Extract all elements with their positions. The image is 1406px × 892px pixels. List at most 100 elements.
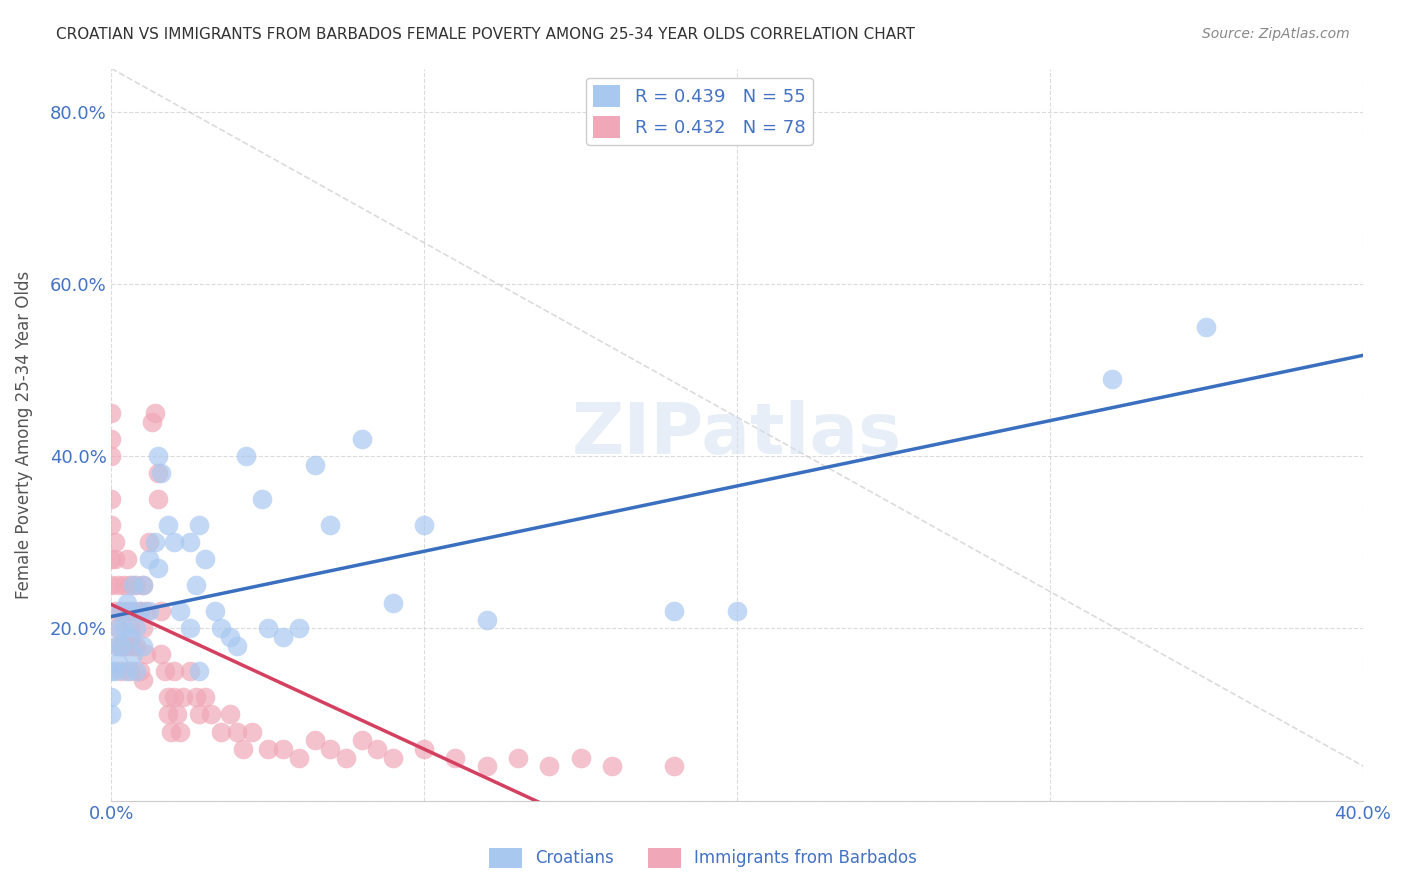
Point — [103, 604, 125, 618]
Point — [128, 604, 150, 618]
Point — [1195, 319, 1218, 334]
Point — [148, 492, 170, 507]
Y-axis label: Female Poverty Among 25-34 Year Olds: Female Poverty Among 25-34 Year Olds — [15, 270, 32, 599]
Point — [160, 724, 183, 739]
Point — [131, 621, 153, 635]
Point — [103, 535, 125, 549]
Point — [172, 690, 194, 705]
Point — [256, 621, 278, 635]
Legend: R = 0.439   N = 55, R = 0.432   N = 78: R = 0.439 N = 55, R = 0.432 N = 78 — [586, 78, 813, 145]
Point — [100, 707, 122, 722]
Point — [381, 750, 404, 764]
Point — [107, 621, 129, 635]
Point — [273, 742, 295, 756]
Point — [475, 759, 498, 773]
Point — [125, 665, 148, 679]
Point — [100, 406, 122, 420]
Point — [112, 639, 135, 653]
Point — [250, 492, 273, 507]
Point — [131, 639, 153, 653]
Point — [288, 621, 311, 635]
Point — [184, 690, 207, 705]
Point — [120, 578, 142, 592]
Point — [209, 724, 232, 739]
Point — [115, 595, 138, 609]
Point — [107, 639, 129, 653]
Point — [219, 630, 242, 644]
Point — [156, 690, 179, 705]
Point — [125, 621, 148, 635]
Point — [413, 742, 436, 756]
Point — [219, 707, 242, 722]
Point — [288, 750, 311, 764]
Point — [169, 604, 191, 618]
Point — [103, 552, 125, 566]
Point — [335, 750, 357, 764]
Point — [225, 724, 247, 739]
Point — [273, 630, 295, 644]
Point — [110, 604, 132, 618]
Point — [110, 639, 132, 653]
Point — [350, 733, 373, 747]
Point — [143, 535, 166, 549]
Point — [107, 656, 129, 670]
Point — [188, 518, 211, 533]
Point — [143, 406, 166, 420]
Point — [319, 518, 342, 533]
Point — [194, 552, 217, 566]
Point — [100, 432, 122, 446]
Point — [156, 707, 179, 722]
Point — [112, 621, 135, 635]
Point — [148, 449, 170, 463]
Point — [120, 665, 142, 679]
Point — [240, 724, 263, 739]
Point — [131, 673, 153, 687]
Point — [169, 724, 191, 739]
Point — [163, 535, 186, 549]
Point — [135, 604, 157, 618]
Point — [153, 665, 176, 679]
Point — [100, 518, 122, 533]
Point — [413, 518, 436, 533]
Point — [100, 578, 122, 592]
Point — [366, 742, 388, 756]
Point — [150, 604, 173, 618]
Point — [444, 750, 467, 764]
Point — [304, 733, 326, 747]
Point — [103, 639, 125, 653]
Point — [156, 518, 179, 533]
Point — [569, 750, 592, 764]
Point — [122, 604, 145, 618]
Point — [100, 690, 122, 705]
Point — [110, 639, 132, 653]
Point — [475, 613, 498, 627]
Point — [120, 621, 142, 635]
Point — [110, 665, 132, 679]
Point — [194, 690, 217, 705]
Text: ZIPatlas: ZIPatlas — [572, 401, 903, 469]
Point — [1101, 371, 1123, 385]
Point — [163, 690, 186, 705]
Point — [110, 604, 132, 618]
Point — [179, 665, 201, 679]
Point — [131, 578, 153, 592]
Point — [163, 665, 186, 679]
Point — [664, 604, 686, 618]
Point — [179, 621, 201, 635]
Point — [350, 432, 373, 446]
Point — [166, 707, 188, 722]
Point — [100, 665, 122, 679]
Point — [125, 639, 148, 653]
Point — [381, 595, 404, 609]
Point — [141, 415, 163, 429]
Point — [122, 639, 145, 653]
Point — [179, 535, 201, 549]
Point — [103, 665, 125, 679]
Text: CROATIAN VS IMMIGRANTS FROM BARBADOS FEMALE POVERTY AMONG 25-34 YEAR OLDS CORREL: CROATIAN VS IMMIGRANTS FROM BARBADOS FEM… — [56, 27, 915, 42]
Point — [184, 578, 207, 592]
Point — [122, 578, 145, 592]
Point — [209, 621, 232, 635]
Point — [122, 647, 145, 661]
Point — [125, 578, 148, 592]
Point — [115, 552, 138, 566]
